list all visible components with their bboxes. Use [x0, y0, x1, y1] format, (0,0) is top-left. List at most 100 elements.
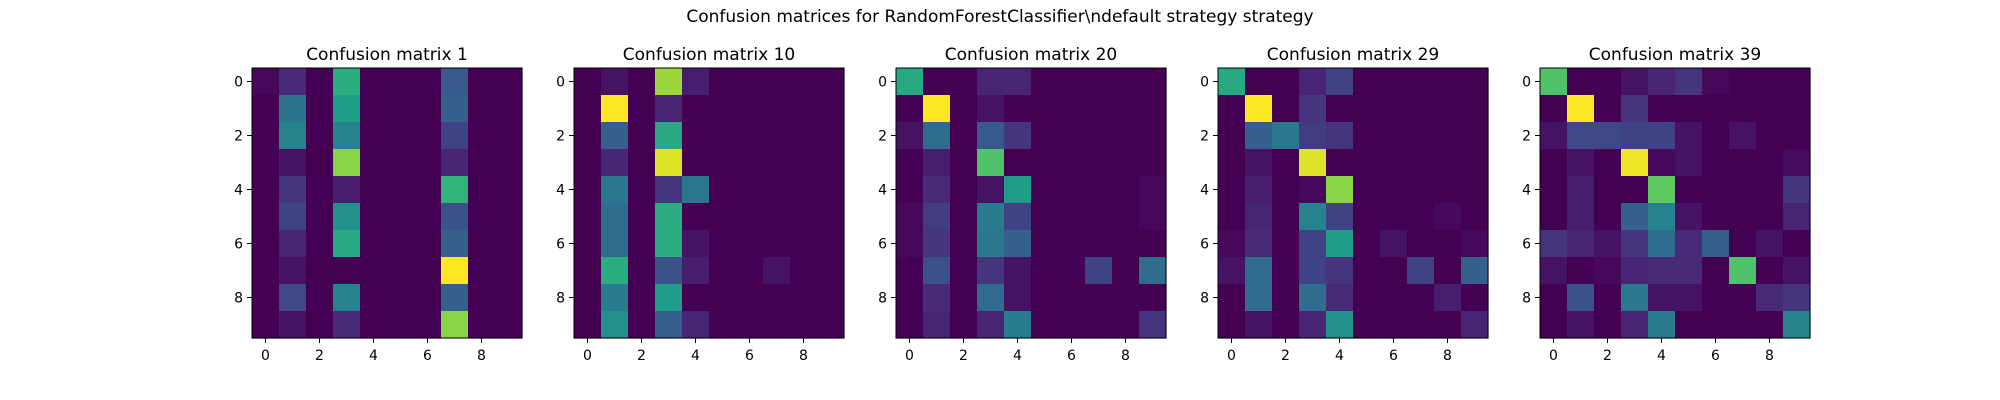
heatmap-cell: [1434, 149, 1462, 177]
heatmap-cell: [1729, 203, 1757, 231]
heatmap-cell: [495, 149, 523, 177]
heatmap-cell: [790, 95, 818, 123]
heatmap-cell: [1218, 149, 1246, 177]
heatmap-cell: [1004, 230, 1032, 258]
heatmap-cell: [1702, 68, 1730, 96]
heatmap-cell: [682, 311, 710, 339]
heatmap-cell: [1218, 257, 1246, 285]
heatmap-cell: [601, 95, 629, 123]
heatmap-cell: [1272, 203, 1300, 231]
axes-frame: [1539, 67, 1811, 339]
panel-title: Confusion matrix 20: [945, 45, 1117, 65]
heatmap-cell: [950, 230, 978, 258]
heatmap-cell: [977, 257, 1005, 285]
heatmap-cell: [1675, 230, 1703, 258]
heatmap-panel-1: Confusion matrix 1 0 2 4 6 8 0 2 4 6 8: [234, 45, 523, 364]
heatmap-cell: [1112, 257, 1140, 285]
heatmap-cell: [1783, 68, 1811, 96]
heatmap-cell: [682, 68, 710, 96]
y-tick-label: 4: [234, 183, 243, 199]
heatmap-cell: [1218, 203, 1246, 231]
heatmap-cell: [601, 122, 629, 150]
heatmap-cell: [896, 203, 924, 231]
heatmap-cell: [252, 149, 280, 177]
heatmap-cell: [977, 176, 1005, 204]
heatmap-cell: [1058, 95, 1086, 123]
heatmap-cell: [709, 203, 737, 231]
heatmap-cell: [1272, 68, 1300, 96]
heatmap-cell: [1461, 122, 1489, 150]
heatmap-cell: [1756, 122, 1784, 150]
heatmap-cell: [1675, 203, 1703, 231]
heatmap-cell: [923, 95, 951, 123]
heatmap-cell: [1353, 230, 1381, 258]
heatmap-cell: [574, 95, 602, 123]
heatmap-cell: [1567, 203, 1595, 231]
heatmap-cell: [682, 122, 710, 150]
y-tick-label: 4: [1200, 183, 1209, 199]
x-tick-label: 6: [423, 348, 432, 364]
heatmap-cell: [977, 284, 1005, 312]
heatmap-cell: [1353, 284, 1381, 312]
heatmap-cell: [763, 95, 791, 123]
y-tick-label: 8: [556, 291, 565, 307]
heatmap-cell: [1380, 203, 1408, 231]
y-tick-label: 8: [1200, 291, 1209, 307]
heatmap-cell: [1031, 311, 1059, 339]
x-tick-label: 6: [1389, 348, 1398, 364]
heatmap-cell: [333, 230, 361, 258]
heatmap-cell: [333, 257, 361, 285]
heatmap-cell: [306, 68, 334, 96]
heatmap-cell: [655, 68, 683, 96]
x-tick-label: 2: [1603, 348, 1612, 364]
heatmap-cell: [414, 176, 442, 204]
heatmap-cell: [1353, 311, 1381, 339]
heatmap-cell: [977, 122, 1005, 150]
heatmap-cell: [333, 311, 361, 339]
x-tick-label: 6: [1067, 348, 1076, 364]
panel-title: Confusion matrix 29: [1267, 45, 1439, 65]
heatmap-cell: [628, 68, 656, 96]
heatmap-cell: [1540, 311, 1568, 339]
heatmap-cell: [1139, 230, 1167, 258]
y-tick-label: 0: [234, 75, 243, 91]
heatmap-cell: [1380, 311, 1408, 339]
heatmap-cell: [1004, 68, 1032, 96]
heatmap-cell: [1085, 122, 1113, 150]
heatmap-cell: [1058, 203, 1086, 231]
heatmap-cell: [682, 230, 710, 258]
heatmap-cell: [790, 284, 818, 312]
y-tick-label: 6: [878, 237, 887, 253]
heatmap-cell: [977, 203, 1005, 231]
heatmap-cell: [896, 68, 924, 96]
heatmap-cell: [279, 203, 307, 231]
y-tick-label: 0: [878, 75, 887, 91]
heatmap-cell: [655, 284, 683, 312]
heatmap-cell: [1434, 230, 1462, 258]
heatmap-cell: [1245, 284, 1273, 312]
heatmap-cell: [628, 257, 656, 285]
heatmap-cell: [1540, 257, 1568, 285]
heatmap-cell: [279, 230, 307, 258]
heatmap-cell: [1245, 257, 1273, 285]
heatmap-cell: [495, 203, 523, 231]
heatmap-cell: [977, 311, 1005, 339]
heatmap-cell: [252, 203, 280, 231]
heatmap-cell: [1085, 176, 1113, 204]
heatmap-cell: [1783, 203, 1811, 231]
heatmap-cell: [1621, 230, 1649, 258]
heatmap-cell: [1353, 176, 1381, 204]
heatmap-cell: [655, 230, 683, 258]
heatmap-cell: [1218, 95, 1246, 123]
heatmap-cell: [1299, 149, 1327, 177]
heatmap-cell: [1326, 203, 1354, 231]
heatmap-cell: [1594, 311, 1622, 339]
heatmap-cell: [763, 311, 791, 339]
heatmap-cell: [1112, 95, 1140, 123]
heatmap-cell: [1621, 284, 1649, 312]
heatmap-cell: [1729, 311, 1757, 339]
heatmap-cell: [601, 68, 629, 96]
heatmap-cell: [441, 284, 469, 312]
